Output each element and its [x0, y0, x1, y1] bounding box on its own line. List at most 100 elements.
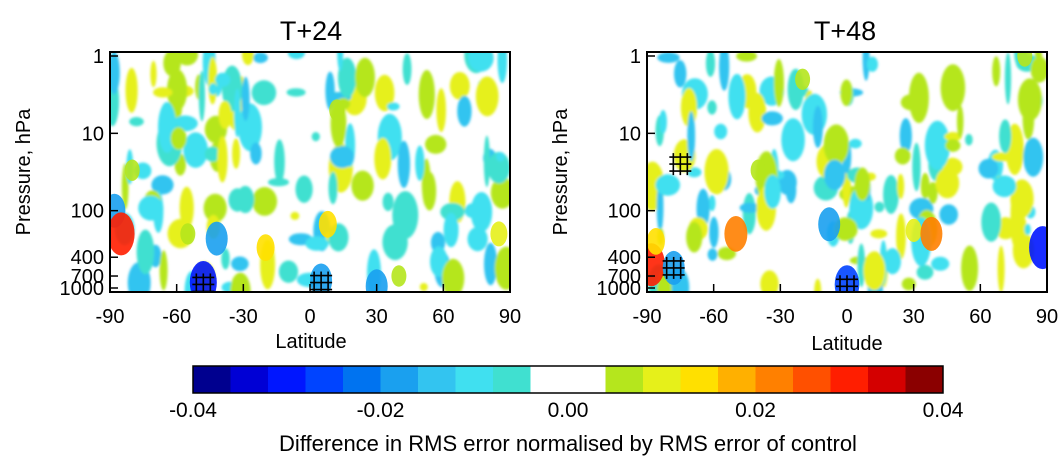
anomaly-blob: [124, 159, 140, 181]
field-speckle: [945, 139, 961, 152]
field-speckle: [812, 105, 823, 148]
field-speckle: [215, 72, 231, 87]
anomaly-blob: [795, 68, 811, 90]
significance-hatch: [310, 271, 333, 292]
y-tick-label: 400: [608, 247, 641, 269]
y-tick-label: 1: [630, 46, 641, 68]
field-speckle: [208, 83, 218, 95]
field-speckle: [1023, 137, 1044, 177]
field-speckle: [897, 173, 905, 199]
field-speckle: [392, 191, 419, 239]
field-speckle: [295, 175, 313, 203]
field-speckle: [136, 229, 155, 275]
y-tick-label: 1: [93, 46, 104, 68]
field-speckle: [686, 221, 703, 253]
field-speckle: [497, 52, 508, 84]
field-speckle: [965, 134, 973, 146]
y-axis-label: Pressure, hPa: [13, 108, 35, 236]
field-speckle: [655, 174, 681, 196]
anomaly-blob: [750, 159, 766, 181]
anomaly-blob: [1029, 226, 1047, 270]
field-speckle: [920, 172, 930, 200]
x-tick-label: 90: [499, 306, 521, 328]
anomaly-blob: [818, 207, 841, 242]
panel-title: T+48: [814, 16, 876, 46]
x-tick-label: 0: [304, 306, 315, 328]
field-speckle: [153, 87, 173, 98]
anomaly-blob: [490, 221, 508, 247]
field-speckle: [924, 120, 950, 170]
field-speckle: [781, 118, 805, 162]
significance-hatch: [669, 153, 692, 176]
field-speckle: [956, 105, 964, 138]
colorbar-cell: [230, 366, 269, 393]
field-speckle: [992, 56, 1001, 87]
field-speckle: [468, 52, 494, 72]
field-speckle: [997, 245, 1005, 292]
field-speckle: [687, 167, 702, 178]
x-tick-label: -90: [96, 306, 125, 328]
colorbar-tick-layer: -0.04 -0.02 0.00 0.02 0.04: [169, 399, 964, 422]
anomaly-blob: [724, 216, 748, 252]
field-speckle: [857, 243, 866, 288]
field-speckle: [912, 142, 921, 192]
field-speckle: [397, 140, 411, 188]
field-speckle: [884, 248, 901, 275]
field-speckle: [487, 151, 510, 184]
field-speckle: [899, 118, 912, 154]
colorbar-cell: [455, 366, 494, 393]
plot-area: [647, 52, 1047, 292]
field-speckle: [337, 52, 344, 71]
x-tick-label: 30: [903, 306, 925, 328]
field-speckle: [866, 56, 878, 72]
field-speckle: [709, 216, 719, 248]
field-speckle: [870, 229, 888, 239]
field-speckle: [151, 175, 174, 195]
panel-title: T+24: [280, 16, 342, 46]
field-speckle: [252, 187, 278, 216]
field-speckle: [218, 100, 232, 129]
field-speckle: [159, 250, 168, 291]
field-speckle: [901, 277, 916, 291]
colorbar-cell: [418, 366, 456, 393]
y-tick-label: 700: [608, 266, 641, 288]
field-speckle: [707, 248, 718, 261]
colorbar-cell: [530, 366, 569, 393]
field-speckle: [707, 100, 717, 115]
field-speckle: [961, 245, 979, 292]
field-speckle: [330, 145, 355, 169]
field-speckle: [167, 69, 188, 111]
field-speckle: [230, 272, 251, 292]
anomaly-blob: [318, 210, 337, 238]
field-speckle: [785, 177, 797, 204]
field-speckle: [764, 174, 781, 209]
anomaly-blob: [647, 228, 665, 255]
x-axis-label: Latitude: [275, 331, 346, 353]
x-tick-label: -30: [766, 306, 795, 328]
field-speckle: [402, 53, 412, 85]
field-speckle: [894, 147, 911, 165]
field-speckle: [170, 127, 187, 150]
colorbar-cell: [680, 366, 719, 393]
field-speckle: [761, 111, 783, 126]
field-speckle: [490, 176, 510, 209]
field-speckle: [940, 64, 966, 112]
colorbar-tick-label: 0.00: [548, 399, 589, 422]
field-speckle: [421, 158, 431, 207]
field-speckle: [659, 110, 667, 134]
field-speckle: [900, 94, 922, 111]
y-tick-label: 1000: [597, 278, 642, 300]
field-speckle: [475, 76, 499, 117]
colorbar-cell: [305, 366, 344, 393]
colorbar-cell: [193, 366, 231, 393]
field-speckle: [198, 70, 205, 122]
colorbar: -0.04 -0.02 0.00 0.02 0.04 Difference in RMS…: [169, 365, 964, 456]
colorbar-tick-label: 0.02: [735, 399, 776, 422]
colorbar-cell: [343, 366, 381, 393]
colorbar-cell: [643, 366, 681, 393]
field-speckle: [496, 151, 505, 162]
field-speckle: [374, 137, 392, 180]
y-tick-label: 400: [71, 247, 104, 269]
field-speckle: [440, 203, 465, 221]
field-speckle: [252, 52, 268, 64]
